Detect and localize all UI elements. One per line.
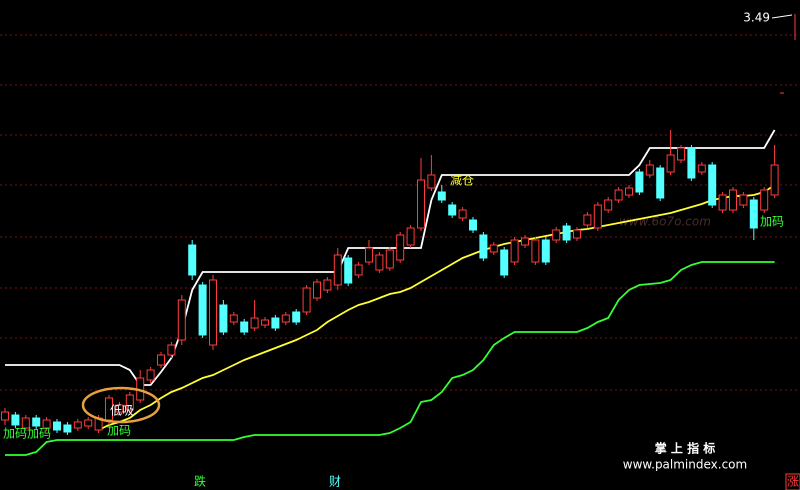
grid (0, 34, 800, 391)
annotation: 减仓 (450, 174, 474, 188)
annotation: 加码 (107, 424, 131, 438)
annotation: 低吸 (110, 404, 134, 418)
candle-body (125, 394, 134, 411)
candle-body (583, 214, 592, 226)
candle-body (406, 227, 415, 246)
candle-body (354, 264, 363, 276)
candle-body (604, 199, 613, 211)
candle-body (656, 167, 665, 199)
candle-body (73, 421, 82, 429)
candle-body (333, 254, 342, 286)
candle-body (53, 421, 61, 431)
candle-body (11, 414, 20, 426)
last-price: 3.49 (743, 11, 770, 25)
candle-body (385, 249, 394, 269)
candle-body (749, 199, 758, 229)
indicator-line (5, 261, 775, 456)
candle-body (292, 311, 301, 323)
candle-body (177, 299, 186, 341)
brand-url: www.palmindex.com (623, 458, 747, 472)
candle-body (115, 404, 124, 413)
candle-body (250, 317, 259, 329)
candle-body (645, 164, 654, 176)
annotation: 加码 (760, 215, 784, 229)
candle-body (552, 229, 561, 241)
candle-body (209, 279, 217, 346)
candle-body (261, 319, 269, 326)
brand: 掌 上 指 标 (655, 441, 716, 456)
candle-body (21, 417, 30, 429)
candle-body (458, 209, 467, 219)
candle-body (365, 247, 373, 263)
candle-body (521, 237, 529, 246)
footer-label: 财 (329, 475, 341, 489)
candle-body (614, 189, 623, 201)
candle-body (677, 147, 685, 161)
candle-body (302, 287, 311, 313)
candle-body (219, 304, 228, 333)
candle-body (635, 171, 644, 193)
footer-box (785, 473, 800, 490)
footer-label: 跌 (194, 474, 206, 489)
candle-body (489, 244, 498, 253)
candle-body (541, 239, 550, 263)
plot: 3.49 (1, 11, 793, 456)
candle-body (146, 369, 155, 381)
highlight-ellipse (81, 386, 161, 424)
candle-body (42, 419, 51, 429)
candle-body (760, 189, 769, 211)
candle-body (500, 249, 509, 276)
candle-body (375, 254, 384, 271)
candle-body (229, 314, 238, 323)
indicator-line (98, 184, 776, 431)
candle-body (469, 219, 477, 231)
candle-body (188, 244, 197, 276)
candle-body (562, 225, 571, 241)
candle-body (417, 179, 425, 229)
candle-body (240, 321, 249, 333)
candle-body (157, 354, 165, 366)
candle-body (510, 239, 519, 263)
candle-body (1, 411, 9, 421)
candle-body (479, 234, 488, 259)
candle-body (167, 344, 176, 356)
annotation: 加码加码 (3, 427, 51, 441)
candle-body (271, 317, 280, 329)
candle-body (593, 204, 602, 229)
candle-body (448, 204, 457, 216)
candle-body (729, 189, 737, 211)
footer-label: 涨 (787, 474, 799, 489)
candle-body (313, 281, 321, 299)
candle-body (573, 229, 581, 239)
candle-body (344, 257, 353, 284)
candle-body (396, 234, 405, 261)
candle-body (323, 279, 332, 291)
candle-body (708, 164, 717, 206)
candle-body (63, 424, 72, 433)
candle-body (666, 154, 675, 173)
candle-body (198, 284, 207, 336)
candle-body (697, 164, 706, 173)
candle-body (687, 147, 696, 179)
last-price-arrow (771, 14, 793, 19)
candle-body (718, 194, 727, 211)
candle-body (84, 419, 93, 427)
candle-body (32, 417, 41, 427)
candle-body (739, 194, 748, 206)
candle-body (437, 191, 446, 201)
candle-body (281, 314, 290, 323)
footer-bar (0, 472, 800, 490)
candle-body (531, 239, 540, 263)
candle-body (770, 164, 779, 196)
candle-body (625, 187, 633, 196)
candle-body (427, 174, 436, 189)
watermark: www.6o7o.com (619, 215, 711, 229)
